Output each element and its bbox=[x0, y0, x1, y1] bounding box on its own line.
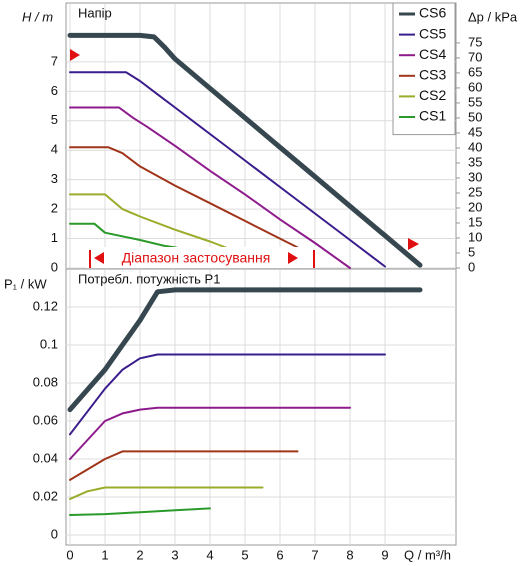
legend-label: CS2 bbox=[419, 87, 446, 103]
x-tick-label: 0 bbox=[66, 547, 73, 562]
y2-tick-label: 25 bbox=[468, 184, 482, 199]
range-marker bbox=[70, 49, 80, 61]
y-tick-label: 0.04 bbox=[33, 450, 58, 465]
x-tick-label: 1 bbox=[101, 547, 108, 562]
x-tick-label: 8 bbox=[346, 547, 353, 562]
y-tick-label: 0.02 bbox=[33, 488, 58, 503]
y-tick-label: 0.08 bbox=[33, 374, 58, 389]
y-axis-label: P₁ / kW bbox=[4, 276, 47, 291]
legend-label: CS5 bbox=[419, 25, 446, 41]
y-tick-label: 3 bbox=[51, 171, 58, 186]
y2-tick-label: 15 bbox=[468, 214, 482, 229]
y2-tick-label: 50 bbox=[468, 109, 482, 124]
y-tick-label: 0.1 bbox=[40, 336, 58, 351]
y-tick-label: 6 bbox=[51, 83, 58, 98]
annotation-box bbox=[86, 247, 318, 268]
y-tick-label: 0 bbox=[51, 526, 58, 541]
y-tick-label: 5 bbox=[51, 112, 58, 127]
line bbox=[69, 486, 264, 500]
x-tick-label: 6 bbox=[276, 547, 283, 562]
y2-tick-label: 55 bbox=[468, 94, 482, 109]
range-arrow bbox=[288, 252, 298, 264]
y2-tick-label: 20 bbox=[468, 199, 482, 214]
bottom-title: Потребл. потужність P1 bbox=[78, 271, 220, 286]
y-tick-label: 0.12 bbox=[33, 298, 58, 313]
line bbox=[69, 71, 386, 268]
y2-tick-label: 40 bbox=[468, 139, 482, 154]
x-tick-label: 4 bbox=[206, 547, 213, 562]
y2-tick-label: 75 bbox=[468, 34, 482, 49]
y2-tick-label: 65 bbox=[468, 64, 482, 79]
y2-tick-label: 0 bbox=[468, 259, 475, 274]
annotation: Діапазон застосування bbox=[122, 250, 271, 266]
y2-tick-label: 35 bbox=[468, 154, 482, 169]
x-tick-label: 5 bbox=[241, 547, 248, 562]
y-tick-label: 1 bbox=[51, 230, 58, 245]
range-marker bbox=[408, 238, 419, 250]
x-tick-label: 9 bbox=[381, 547, 388, 562]
y-tick-label: 0 bbox=[51, 259, 58, 274]
x-tick-label: 2 bbox=[136, 547, 143, 562]
x-axis-label: Q / m³/h bbox=[404, 547, 451, 562]
line bbox=[69, 406, 351, 460]
line bbox=[69, 507, 211, 516]
legend-label: CS1 bbox=[419, 108, 446, 124]
y2-tick-label: 5 bbox=[468, 244, 475, 259]
legend-box bbox=[392, 2, 456, 136]
top-title: Напір bbox=[78, 5, 112, 20]
legend-label: CS6 bbox=[419, 5, 446, 21]
line bbox=[69, 146, 299, 249]
y-tick-label: 2 bbox=[51, 201, 58, 216]
legend-label: CS3 bbox=[419, 67, 446, 83]
y2-tick-label: 60 bbox=[468, 79, 482, 94]
y-tick-label: 7 bbox=[51, 53, 58, 68]
y-tick-label: 0.06 bbox=[33, 412, 58, 427]
y2-tick-label: 70 bbox=[468, 49, 482, 64]
range-arrow bbox=[94, 252, 104, 264]
y-axis-label: H / m bbox=[22, 9, 53, 24]
top-panel bbox=[65, 2, 457, 270]
line bbox=[69, 106, 351, 269]
x-tick-label: 3 bbox=[171, 547, 178, 562]
line bbox=[67, 287, 423, 413]
y-tick-label: 4 bbox=[51, 142, 58, 157]
line bbox=[69, 353, 386, 436]
line bbox=[67, 32, 423, 268]
line bbox=[69, 450, 299, 481]
y2-axis-label: Δp / kPa bbox=[468, 9, 518, 24]
legend-label: CS4 bbox=[419, 46, 446, 62]
y2-tick-label: 10 bbox=[468, 229, 482, 244]
x-tick-label: 7 bbox=[311, 547, 318, 562]
y2-tick-label: 45 bbox=[468, 124, 482, 139]
y2-tick-label: 30 bbox=[468, 169, 482, 184]
